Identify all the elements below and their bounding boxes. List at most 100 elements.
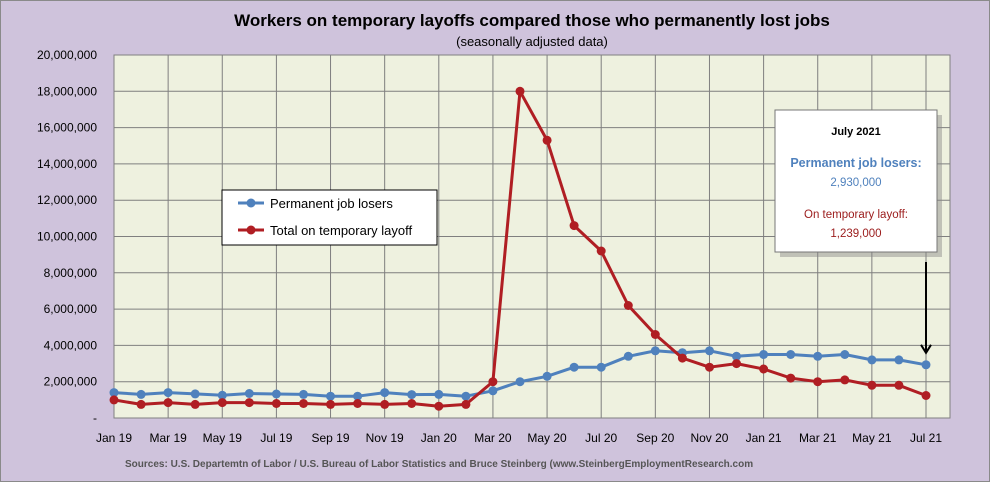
x-tick-label: Jul 19 xyxy=(260,431,292,445)
legend: Permanent job losers Total on temporary … xyxy=(221,189,438,246)
data-point xyxy=(380,388,390,398)
data-point xyxy=(867,355,877,365)
annotation-heading: July 2021 xyxy=(831,126,881,138)
data-point xyxy=(759,350,769,359)
data-point xyxy=(894,380,904,390)
data-point xyxy=(840,375,850,385)
data-point xyxy=(326,399,335,409)
data-point xyxy=(217,398,227,408)
data-point xyxy=(515,377,525,387)
x-tick-label: Jan 19 xyxy=(96,431,132,445)
data-point xyxy=(596,362,606,372)
data-point xyxy=(109,388,119,398)
series-temporary-layoff xyxy=(109,86,931,411)
data-point xyxy=(867,380,877,390)
data-point xyxy=(407,390,417,400)
x-tick-label: Mar 20 xyxy=(474,431,512,445)
x-tick-label: Mar 19 xyxy=(149,431,187,445)
y-tick-label: 20,000,000 xyxy=(37,48,97,62)
data-point xyxy=(596,246,606,256)
data-point xyxy=(732,351,741,361)
x-tick-label: Jan 21 xyxy=(746,431,782,445)
data-point xyxy=(813,377,823,387)
data-point xyxy=(244,389,254,398)
data-point xyxy=(109,395,119,405)
data-point xyxy=(380,399,390,409)
annotation-arrow-head xyxy=(920,344,932,355)
x-tick-label: Mar 21 xyxy=(799,431,837,445)
annotation-permanent-label: Permanent job losers: xyxy=(790,156,921,170)
data-point xyxy=(542,135,552,145)
legend-item-permanent: Permanent job losers xyxy=(238,196,393,211)
data-point xyxy=(921,360,931,370)
data-point xyxy=(569,362,579,372)
data-point xyxy=(136,389,146,399)
x-tick-label: Jan 20 xyxy=(421,431,457,445)
series-layer xyxy=(109,86,931,411)
y-tick-label: 14,000,000 xyxy=(37,157,97,171)
y-tick-label: 18,000,000 xyxy=(37,84,97,98)
data-point xyxy=(677,353,687,363)
x-tick-label: May 19 xyxy=(203,431,243,445)
legend-box xyxy=(221,189,438,246)
data-point xyxy=(705,362,714,372)
x-axis-labels: Jan 19 Mar 19 May 19 Jul 19 Sep 19 Nov 19 Jan … xyxy=(96,431,942,445)
data-point xyxy=(353,391,363,401)
annotation: July 2021 Permanent job losers: 2,930,00… xyxy=(774,109,942,355)
data-point xyxy=(271,399,281,408)
data-point xyxy=(840,350,850,359)
data-point xyxy=(732,359,741,369)
data-point xyxy=(515,86,525,96)
annotation-box xyxy=(774,109,938,253)
data-point xyxy=(271,389,281,399)
legend-label-permanent: Permanent job losers xyxy=(270,196,393,211)
data-point xyxy=(353,399,363,408)
source-note: Sources: U.S. Departemtn of Labor / U.S.… xyxy=(125,459,753,470)
data-point xyxy=(759,364,769,374)
data-point xyxy=(434,401,444,411)
data-point xyxy=(217,390,227,400)
data-point xyxy=(163,398,173,408)
data-point xyxy=(786,373,796,383)
data-point xyxy=(623,351,633,361)
y-tick-label: 4,000,000 xyxy=(44,338,98,352)
annotation-permanent-value: 2,930,000 xyxy=(830,177,881,189)
data-point xyxy=(190,389,200,399)
y-tick-label: 10,000,000 xyxy=(37,230,97,244)
data-point xyxy=(650,346,660,356)
x-tick-label: Sep 19 xyxy=(312,431,350,445)
y-axis-labels: - 2,000,000 4,000,000 6,000,000 8,000,000 10,… xyxy=(37,48,97,425)
x-tick-label: May 21 xyxy=(852,431,892,445)
x-tick-label: May 20 xyxy=(527,431,567,445)
x-tick-label: Jul 21 xyxy=(910,431,942,445)
chart-title: Workers on temporary layoffs compared th… xyxy=(234,11,830,30)
data-point xyxy=(786,350,796,359)
y-tick-label: - xyxy=(93,411,97,425)
data-point xyxy=(488,377,498,387)
data-point xyxy=(299,399,308,408)
data-point xyxy=(461,399,471,409)
data-point xyxy=(705,346,714,356)
data-point xyxy=(894,355,904,365)
x-tick-label: Jul 20 xyxy=(585,431,617,445)
y-tick-label: 16,000,000 xyxy=(37,121,97,135)
data-point xyxy=(190,399,200,409)
data-point xyxy=(461,391,471,401)
data-point xyxy=(407,399,417,408)
data-point xyxy=(650,330,660,339)
data-point xyxy=(326,391,335,401)
annotation-temporary-value: 1,239,000 xyxy=(830,228,881,240)
data-point xyxy=(163,388,173,398)
series-permanent-job-losers xyxy=(109,346,931,401)
data-point xyxy=(244,398,254,408)
y-tick-label: 12,000,000 xyxy=(37,193,97,207)
x-tick-label: Nov 20 xyxy=(690,431,728,445)
x-tick-label: Nov 19 xyxy=(366,431,404,445)
data-point xyxy=(569,221,579,231)
data-point xyxy=(299,389,308,399)
legend-item-temporary: Total on temporary layoff xyxy=(238,223,412,238)
x-tick-label: Sep 20 xyxy=(636,431,674,445)
legend-label-temporary: Total on temporary layoff xyxy=(270,223,412,238)
data-point xyxy=(136,399,146,409)
